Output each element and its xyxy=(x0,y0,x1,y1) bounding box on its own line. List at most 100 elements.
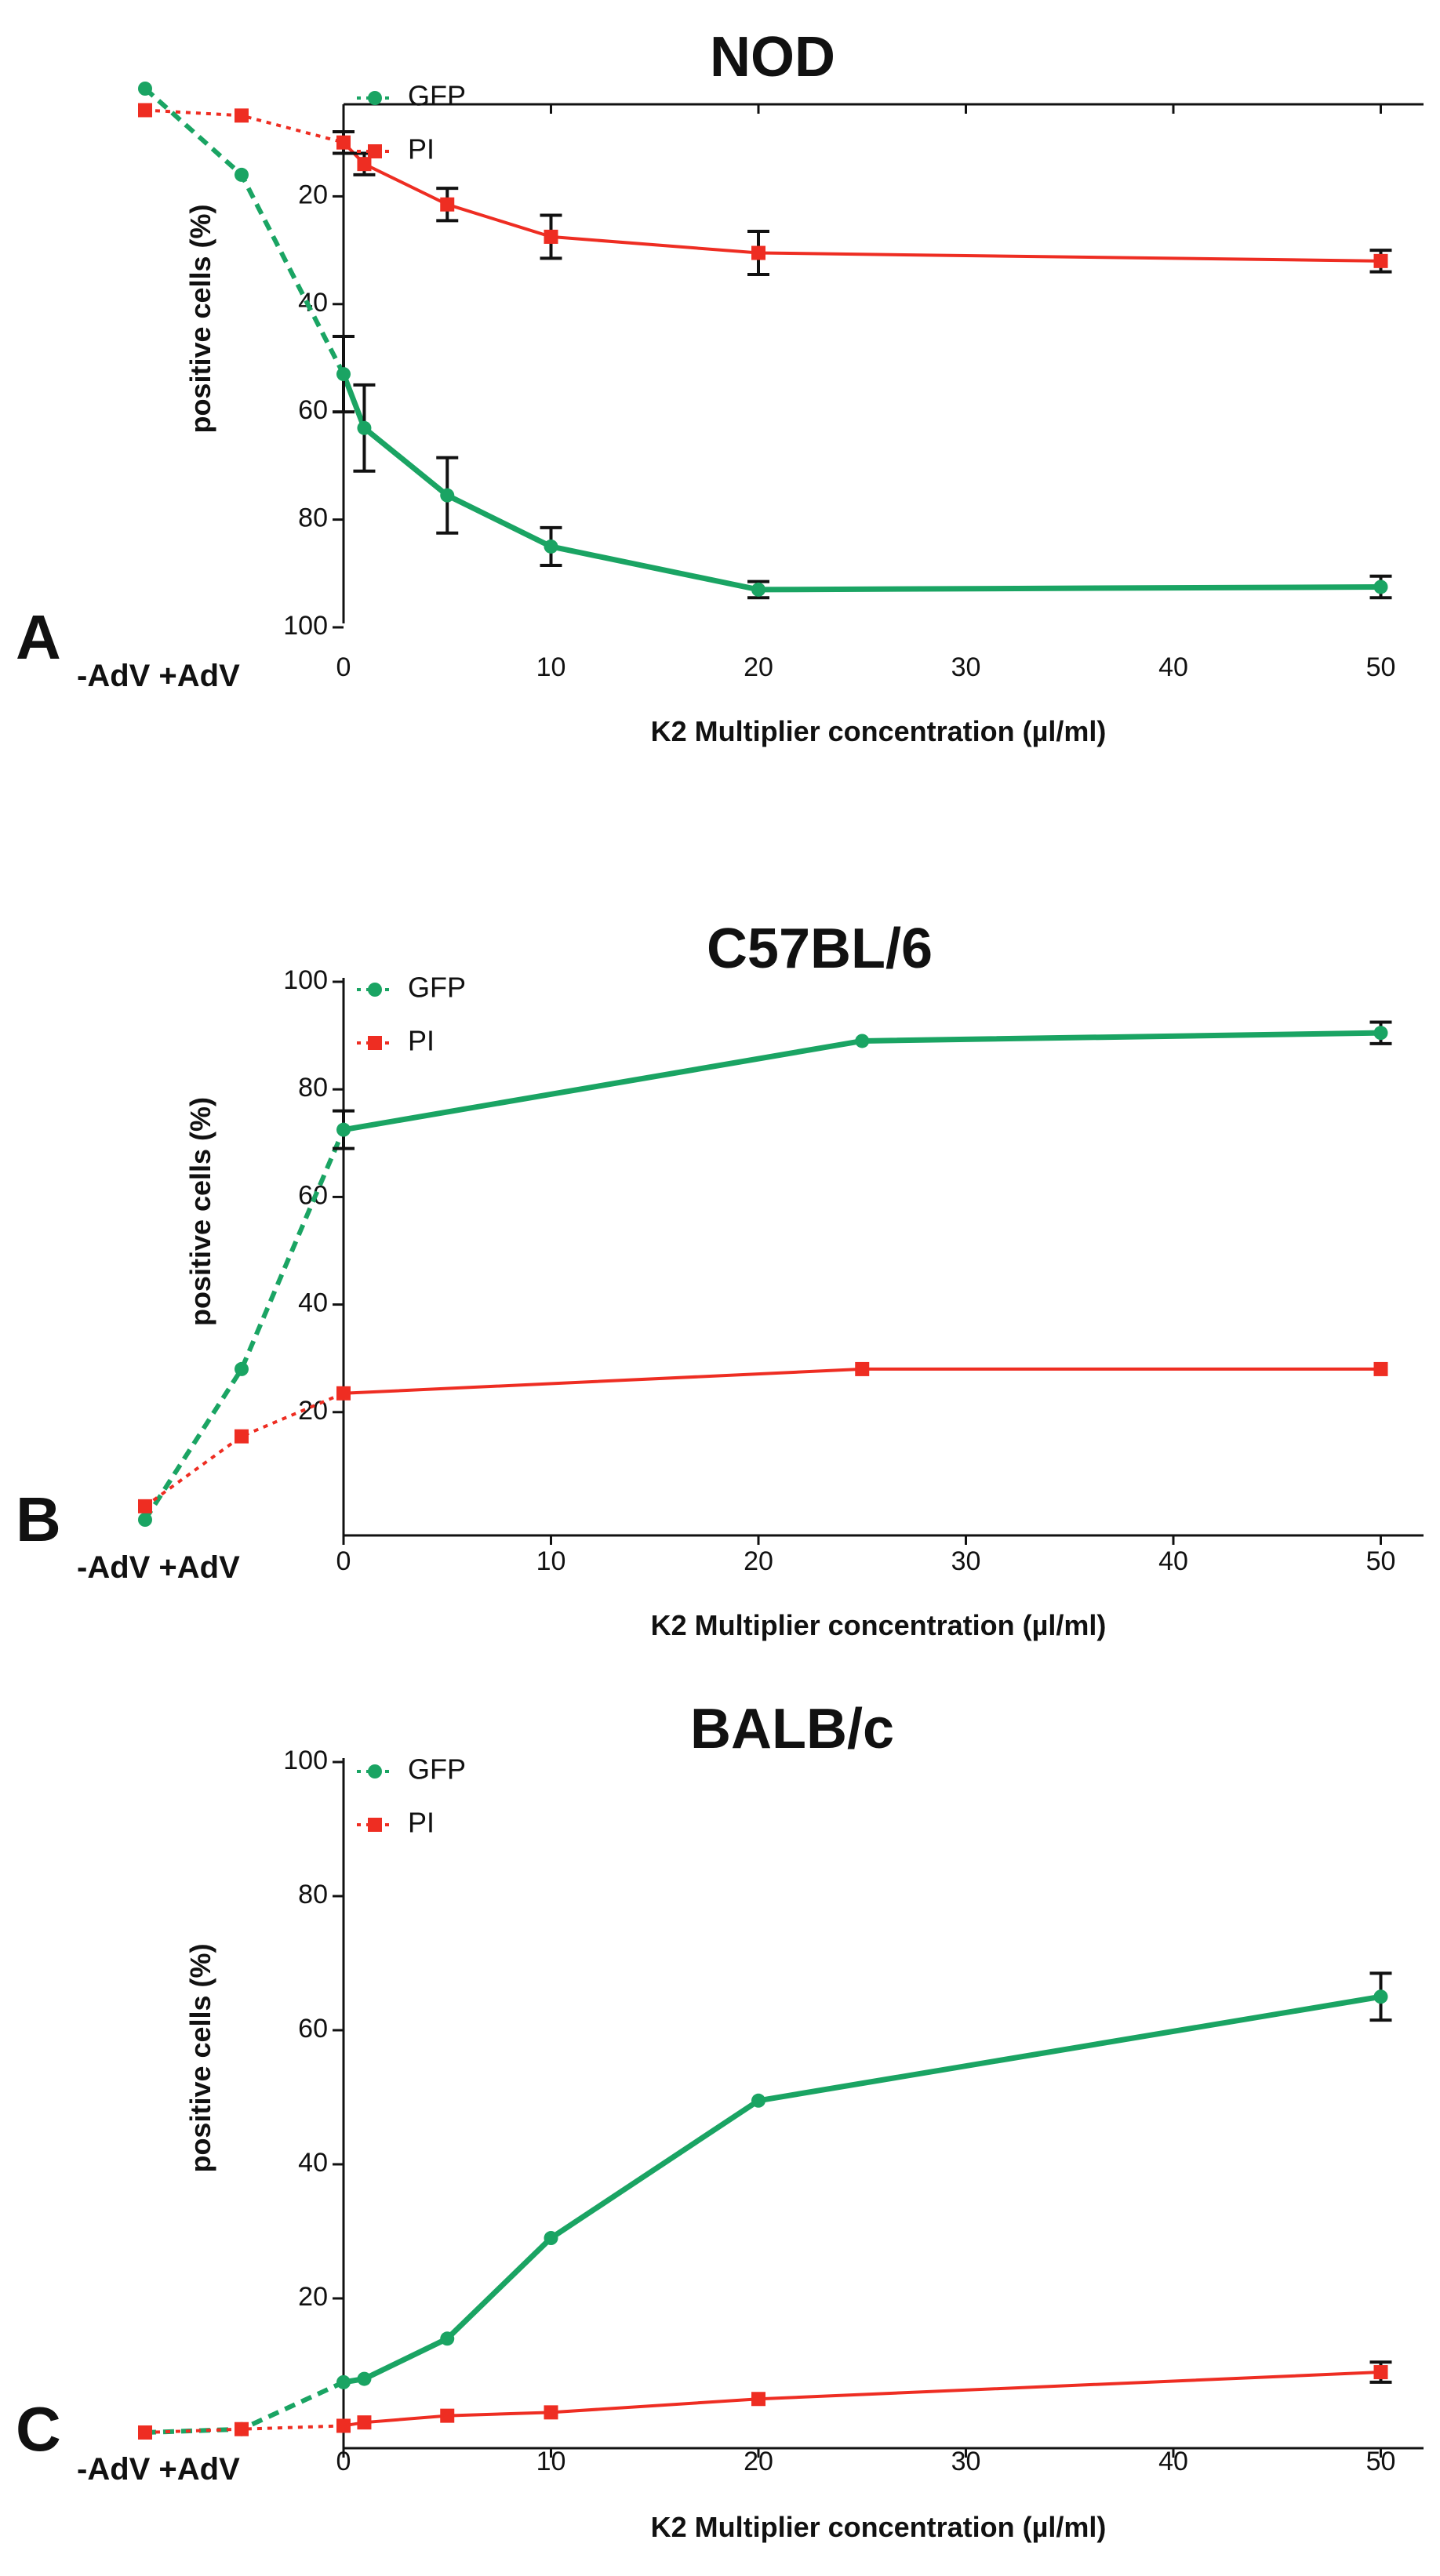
data-point xyxy=(336,135,351,150)
series-control-line xyxy=(143,1128,346,1521)
legend-item-pi: PI xyxy=(357,1025,435,1057)
data-point xyxy=(544,539,558,554)
data-point xyxy=(1373,580,1388,594)
y-axis-label: positive cells (%) xyxy=(184,204,216,433)
data-point xyxy=(336,2418,351,2433)
x-axis-label: K2 Multiplier concentration (µl/ml) xyxy=(651,715,1107,747)
x-tick-label: 20 xyxy=(744,2447,773,2476)
data-point xyxy=(357,2371,372,2386)
data-point xyxy=(235,2422,249,2436)
data-point xyxy=(751,2392,765,2407)
chart-panel-c: BALB/c C 20 40 60 80 100 0 10 20 30 40 50 K2 Multipli… xyxy=(16,1698,1424,2543)
x-tick-label: 10 xyxy=(536,2447,566,2476)
legend-item-pi: PI xyxy=(357,133,435,165)
data-point xyxy=(751,2093,765,2108)
y-tick-label: 60 xyxy=(298,2014,328,2044)
legend-item-gfp: GFP xyxy=(357,972,466,1004)
y-tick-label: 80 xyxy=(298,1880,328,1909)
x-tick-label: 20 xyxy=(744,652,773,682)
data-point xyxy=(138,103,152,118)
x-tick-label: 50 xyxy=(1366,1546,1396,1576)
x-tick-label: 10 xyxy=(536,652,566,682)
data-point xyxy=(357,2415,372,2430)
data-point xyxy=(1373,1361,1388,1376)
legend: GFP PI xyxy=(357,972,466,1057)
data-point xyxy=(440,2408,455,2423)
legend-label: GFP xyxy=(408,80,466,112)
legend: GFP PI xyxy=(357,1753,466,1839)
series-line xyxy=(343,1993,1382,2385)
series-line xyxy=(340,372,1381,593)
legend-item-pi: PI xyxy=(357,1807,435,1839)
series-pi xyxy=(138,103,1392,277)
data-point xyxy=(855,1034,870,1048)
legend-item-gfp: GFP xyxy=(357,80,466,112)
legend-marker xyxy=(368,1036,382,1050)
x-tick-label: 40 xyxy=(1158,1546,1188,1576)
legend-label: PI xyxy=(408,1807,435,1839)
chart-title: BALB/c xyxy=(690,1698,894,1760)
x-tick-label: 10 xyxy=(536,1546,566,1576)
data-point xyxy=(751,245,765,260)
x-tick-label: 50 xyxy=(1366,652,1396,682)
x-tick-label: 40 xyxy=(1158,2447,1188,2476)
data-point xyxy=(440,2331,455,2346)
legend-label: GFP xyxy=(408,1753,466,1786)
data-point xyxy=(235,167,249,182)
x-tick-label: 0 xyxy=(336,2447,351,2476)
data-point xyxy=(1373,2365,1388,2380)
x-tick-label: 50 xyxy=(1366,2447,1396,2476)
control-labels: -AdV +AdV xyxy=(77,659,240,693)
panel-letter: A xyxy=(16,602,61,672)
data-point xyxy=(357,420,372,435)
data-point xyxy=(336,2374,351,2389)
series-gfp xyxy=(138,82,1392,600)
legend-marker xyxy=(368,144,382,158)
data-point xyxy=(1373,1989,1388,2004)
data-point xyxy=(544,229,558,244)
y-tick-label: 40 xyxy=(298,2148,328,2178)
x-axis-label: K2 Multiplier concentration (µl/ml) xyxy=(651,1609,1107,1641)
legend-marker xyxy=(368,1818,382,1832)
data-point xyxy=(855,1361,870,1376)
legend-marker xyxy=(368,983,382,997)
panel-letter: C xyxy=(16,2394,61,2464)
data-point xyxy=(544,2231,558,2246)
data-point xyxy=(1373,1026,1388,1041)
series-pi xyxy=(138,1361,1388,1513)
control-labels: -AdV +AdV xyxy=(77,1550,240,1585)
data-point xyxy=(336,1386,351,1401)
x-tick-label: 0 xyxy=(336,1546,351,1576)
data-point xyxy=(440,488,455,503)
legend-marker xyxy=(368,1764,382,1778)
data-point xyxy=(440,197,455,212)
data-point xyxy=(235,1429,249,1444)
y-tick-label: 40 xyxy=(298,1288,328,1318)
data-point xyxy=(751,582,765,597)
series-control-line xyxy=(144,108,344,144)
legend-marker xyxy=(368,91,382,105)
data-point xyxy=(138,2425,152,2440)
y-tick-label: 100 xyxy=(283,1746,328,1775)
series-control-line xyxy=(144,2424,344,2434)
y-axis-label: positive cells (%) xyxy=(184,1097,216,1326)
data-point xyxy=(336,367,351,382)
control-labels: -AdV +AdV xyxy=(77,2452,240,2487)
y-tick-label: 100 xyxy=(283,611,328,641)
data-point xyxy=(235,108,249,123)
series-pi xyxy=(138,2360,1392,2440)
y-tick-label: 20 xyxy=(298,180,328,209)
series-gfp xyxy=(138,1020,1392,1527)
data-point xyxy=(336,1122,351,1137)
data-point xyxy=(357,157,372,172)
legend-label: PI xyxy=(408,133,435,165)
data-point xyxy=(138,1513,152,1527)
legend: GFP PI xyxy=(357,80,466,165)
y-tick-label: 80 xyxy=(298,503,328,533)
data-point xyxy=(1373,253,1388,268)
legend-label: GFP xyxy=(408,972,466,1004)
series-line xyxy=(343,2371,1381,2428)
y-tick-label: 80 xyxy=(298,1073,328,1103)
